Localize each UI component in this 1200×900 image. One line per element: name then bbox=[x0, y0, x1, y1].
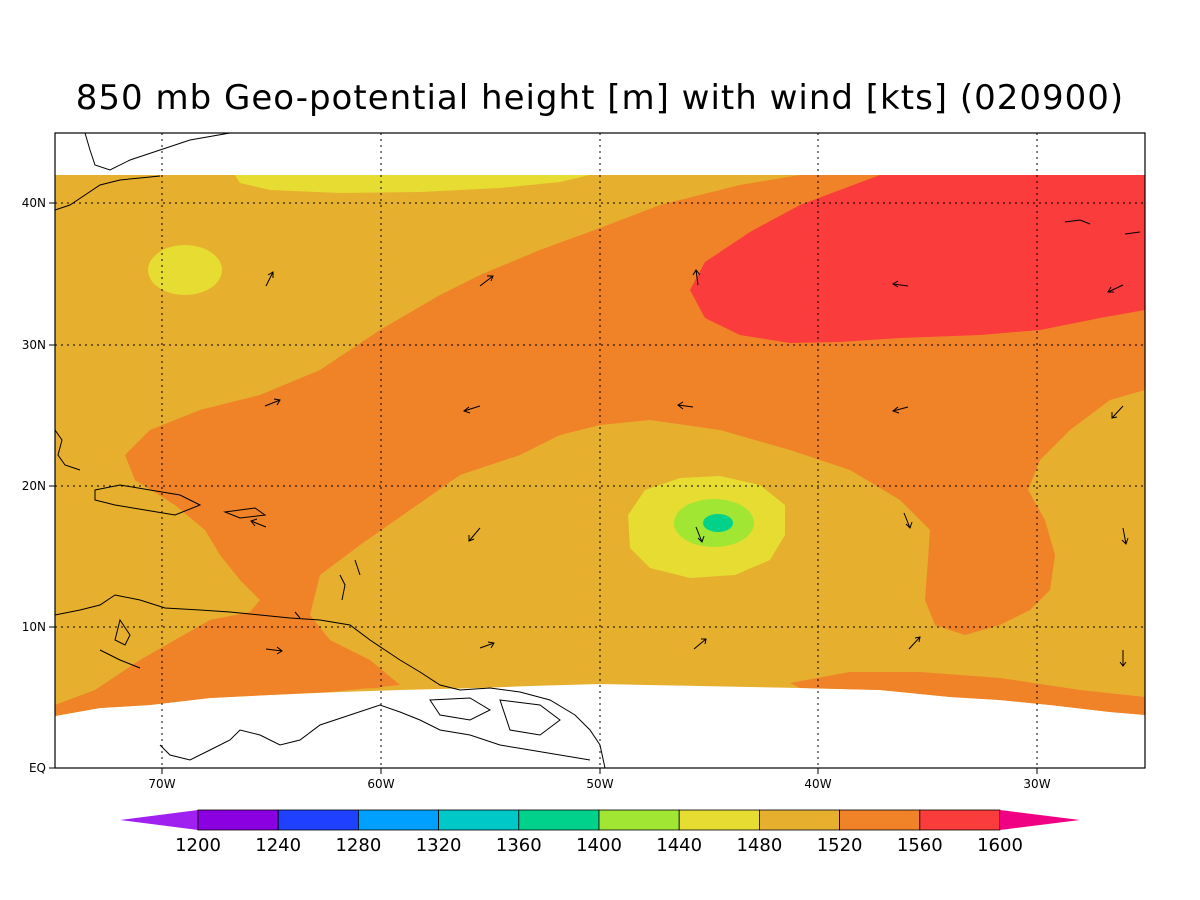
colorbar-swatch bbox=[678, 809, 760, 831]
field-1480-blob bbox=[148, 245, 222, 295]
colorbar-swatch bbox=[919, 809, 1001, 831]
colorbar-swatch bbox=[598, 809, 680, 831]
lat-label: 10N bbox=[22, 620, 46, 634]
colorbar-label: 1480 bbox=[736, 835, 782, 856]
wind-arrow bbox=[1111, 405, 1124, 419]
field-1560-south bbox=[790, 672, 1145, 715]
colorbar-label: 1400 bbox=[576, 835, 622, 856]
colorbar-swatch bbox=[438, 809, 520, 831]
wind-arrow bbox=[265, 271, 274, 287]
lon-label: 30W bbox=[1023, 777, 1050, 791]
wind-arrow bbox=[903, 512, 913, 529]
wind-arrow bbox=[693, 638, 707, 650]
field-1560-carib bbox=[170, 620, 380, 700]
colorbar-swatch bbox=[518, 809, 600, 831]
wind-arrow bbox=[1107, 284, 1124, 293]
field-1480-north bbox=[235, 175, 590, 193]
wind-arrow bbox=[1119, 650, 1127, 667]
colorbar-label: 1280 bbox=[335, 835, 381, 856]
lat-label: 40N bbox=[22, 196, 46, 210]
lat-label: EQ bbox=[29, 761, 46, 775]
lat-label: 30N bbox=[22, 338, 46, 352]
lon-label: 70W bbox=[148, 777, 175, 791]
wind-arrow bbox=[468, 527, 481, 542]
colorbar-swatch bbox=[197, 809, 279, 831]
wind-arrow bbox=[265, 646, 283, 655]
colorbar-label: 1600 bbox=[977, 835, 1023, 856]
wind-arrow bbox=[462, 405, 481, 414]
coastlines bbox=[54, 132, 1141, 769]
wind-arrow bbox=[1121, 527, 1129, 545]
colorbar-label: 1440 bbox=[656, 835, 702, 856]
colorbar: 1200 1240 1280 1320 1360 1400 1440 1480 1520 1560… bbox=[120, 809, 1080, 856]
colorbar-swatch bbox=[839, 809, 921, 831]
wind-arrow bbox=[692, 269, 701, 286]
wind-arrow bbox=[479, 641, 495, 649]
wind-arrows bbox=[250, 269, 1129, 667]
colorbar-swatch bbox=[277, 809, 359, 831]
colorbar-end-low bbox=[120, 810, 198, 830]
wind-arrow bbox=[695, 526, 705, 543]
wind-arrow bbox=[892, 280, 909, 288]
wind-arrow bbox=[250, 518, 267, 528]
lon-label: 40W bbox=[804, 777, 831, 791]
colorbar-label: 1320 bbox=[416, 835, 462, 856]
lon-label: 50W bbox=[586, 777, 613, 791]
lat-label: 20N bbox=[22, 479, 46, 493]
wind-arrow bbox=[677, 401, 694, 410]
colorbar-swatch bbox=[357, 809, 439, 831]
map-title: 850 mb Geo-potential height [m] with win… bbox=[75, 78, 1125, 118]
colorbar-swatch bbox=[759, 809, 841, 831]
wind-arrow bbox=[891, 406, 909, 414]
tick-marks bbox=[49, 202, 1038, 774]
colorbar-label: 1240 bbox=[255, 835, 301, 856]
field-1600-high bbox=[690, 175, 1145, 343]
colorbar-label: 1200 bbox=[175, 835, 221, 856]
wind-arrow bbox=[264, 398, 281, 407]
colorbar-end-high bbox=[1000, 810, 1080, 830]
lon-label: 60W bbox=[367, 777, 394, 791]
field-1400-low bbox=[703, 514, 733, 532]
colorbar-label: 1360 bbox=[496, 835, 542, 856]
wind-arrow bbox=[908, 636, 921, 650]
colorbar-label: 1520 bbox=[817, 835, 863, 856]
wind-arrow bbox=[479, 275, 494, 287]
colorbar-label: 1560 bbox=[897, 835, 943, 856]
grid-lines bbox=[55, 133, 1145, 768]
